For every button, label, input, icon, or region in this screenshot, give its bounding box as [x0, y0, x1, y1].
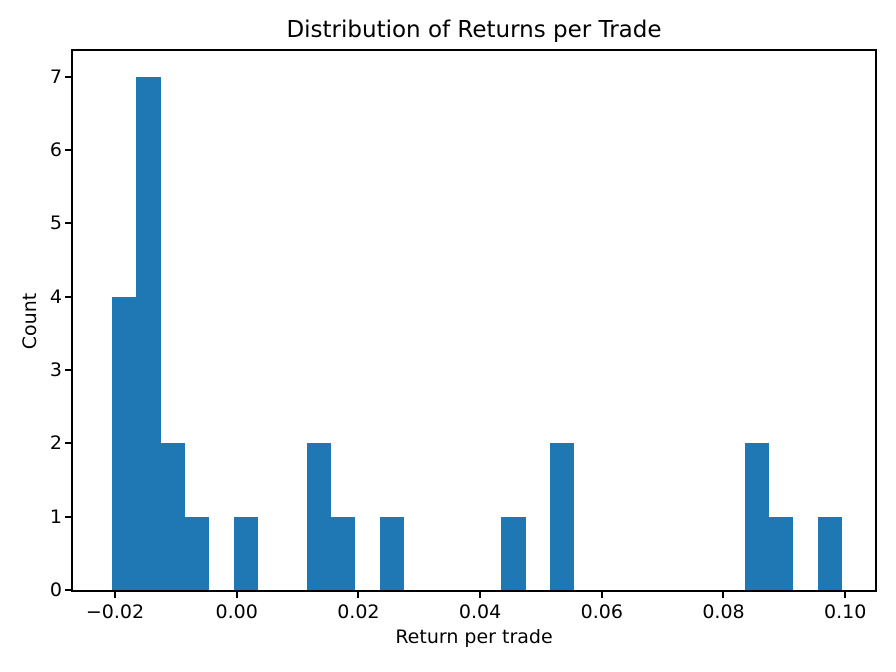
x-tick-mark	[600, 592, 603, 598]
x-tick-mark	[235, 592, 238, 598]
y-tick-label: 6	[49, 139, 62, 161]
x-tick-mark	[479, 592, 482, 598]
x-tick-mark	[844, 592, 847, 598]
histogram-bar	[501, 516, 526, 590]
y-tick-label: 7	[49, 65, 62, 88]
x-tick-label: 0.06	[580, 601, 623, 623]
histogram-bar	[550, 443, 575, 590]
x-tick-mark	[722, 592, 725, 598]
y-tick-label: 1	[49, 505, 62, 528]
y-tick-mark	[65, 295, 71, 298]
y-tick-label: 2	[49, 432, 62, 455]
histogram-bar	[331, 516, 356, 590]
y-tick-mark	[65, 149, 71, 151]
y-tick-mark	[65, 222, 71, 225]
histogram-bar	[306, 443, 331, 590]
histogram-bar	[769, 516, 794, 590]
histogram-bar	[744, 443, 770, 590]
x-tick-label: 0.00	[215, 601, 258, 623]
x-tick-label: 0.10	[824, 601, 867, 623]
y-tick-label: 0	[49, 579, 62, 601]
x-axis-label: Return per trade	[395, 626, 553, 648]
x-tick-label: 0.02	[337, 601, 380, 623]
x-tick-mark	[113, 592, 116, 598]
y-tick-mark	[65, 369, 71, 371]
y-tick-mark	[65, 442, 71, 445]
x-tick-mark	[357, 592, 360, 598]
histogram-bar	[184, 516, 210, 590]
y-tick-label: 5	[49, 212, 62, 235]
histogram-bar	[136, 76, 161, 590]
y-tick-mark	[65, 75, 71, 78]
histogram-bar	[111, 296, 137, 590]
y-tick-mark	[65, 515, 71, 518]
histogram-bar	[817, 516, 843, 590]
y-tick-label: 4	[49, 285, 62, 308]
y-tick-label: 3	[49, 359, 62, 381]
x-tick-label: 0.04	[458, 601, 502, 623]
histogram-bar	[379, 516, 404, 590]
x-tick-label: 0.08	[702, 601, 745, 623]
chart-title: Distribution of Returns per Trade	[286, 17, 662, 43]
histogram-bar	[160, 443, 185, 590]
histogram-bar	[233, 516, 258, 590]
x-tick-label: −0.02	[85, 601, 145, 623]
y-tick-mark	[65, 589, 71, 591]
